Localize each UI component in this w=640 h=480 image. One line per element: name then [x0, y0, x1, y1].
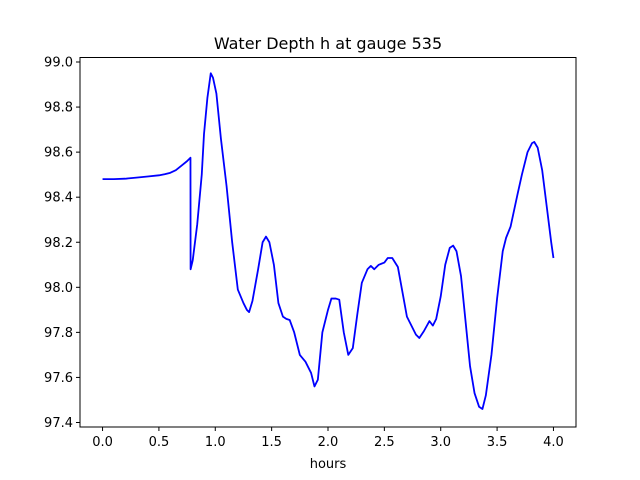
x-tick-label: 2.5: [374, 435, 395, 450]
series-line-0: [102, 72, 555, 410]
y-tick-label: 98.2: [44, 236, 73, 251]
y-tick-label: 98.8: [44, 101, 73, 116]
y-tick-label: 98.4: [44, 191, 73, 206]
y-tick-label: 97.6: [44, 371, 73, 386]
x-tick-label: 0.5: [149, 435, 170, 450]
y-tick-label: 97.8: [44, 326, 73, 341]
x-tick-label: 3.0: [430, 435, 451, 450]
y-axis: 97.4 97.6 97.8 98.0 98.2 98.4 98.6 98.8 99.0: [44, 56, 80, 431]
x-tick-label: 2.0: [318, 435, 339, 450]
chart-title: Water Depth h at gauge 535: [214, 34, 442, 53]
y-tick-label: 97.4: [44, 416, 73, 431]
x-tick-label: 1.5: [261, 435, 282, 450]
y-tick-label: 99.0: [44, 56, 73, 71]
y-tick-label: 98.0: [44, 281, 73, 296]
x-tick-label: 0.0: [92, 435, 113, 450]
x-tick-label: 3.5: [487, 435, 508, 450]
plot-frame: [79, 57, 577, 428]
y-tick-label: 98.6: [44, 146, 73, 161]
x-axis-label: hours: [310, 457, 347, 472]
x-tick-label: 4.0: [543, 435, 564, 450]
x-axis: 0.0 0.5 1.0 1.5 2.0 2.5 3.0 3.5 4.0: [92, 427, 564, 450]
plot-area: [102, 72, 555, 410]
x-tick-label: 1.0: [205, 435, 226, 450]
